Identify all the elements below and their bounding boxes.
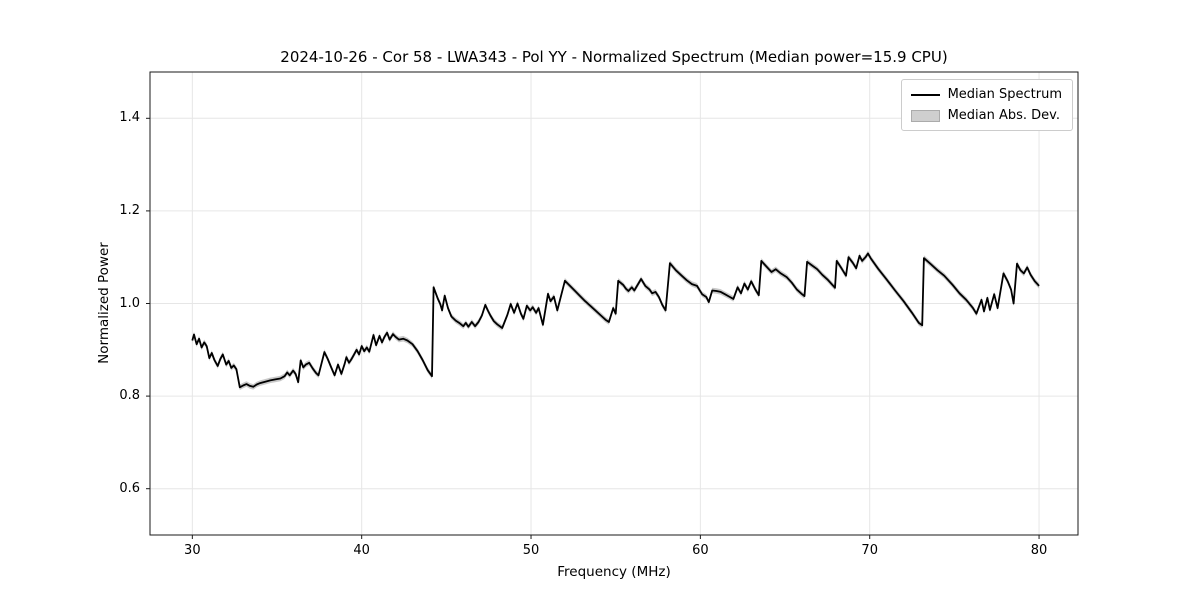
- line-swatch-icon: [910, 93, 940, 96]
- x-tick-label: 40: [353, 543, 370, 558]
- x-tick-label: 70: [861, 543, 878, 558]
- legend-label: Median Spectrum: [947, 87, 1062, 102]
- y-tick-label: 1.2: [119, 202, 140, 218]
- y-tick-label: 1.4: [119, 110, 140, 126]
- y-tick-label: 1.0: [119, 295, 140, 311]
- patch-swatch-icon: [910, 109, 940, 122]
- y-tick-label: 0.6: [119, 480, 140, 496]
- legend-label: Median Abs. Dev.: [947, 108, 1061, 123]
- x-tick-label: 50: [522, 543, 540, 558]
- chart-title: 2024-10-26 - Cor 58 - LWA343 - Pol YY - …: [280, 48, 948, 66]
- x-tick-label: 80: [1030, 543, 1048, 558]
- y-tick-label: 0.8: [119, 388, 140, 404]
- x-axis-label: Frequency (MHz): [557, 564, 671, 580]
- median-spectrum-line: [191, 252, 1040, 389]
- x-tick-label: 30: [184, 543, 201, 558]
- legend: Median Spectrum Median Abs. Dev.: [900, 79, 1073, 131]
- x-tick-label: 60: [692, 543, 709, 558]
- legend-item-median-spectrum: Median Spectrum: [910, 87, 1062, 102]
- legend-item-median-abs-dev: Median Abs. Dev.: [910, 108, 1062, 123]
